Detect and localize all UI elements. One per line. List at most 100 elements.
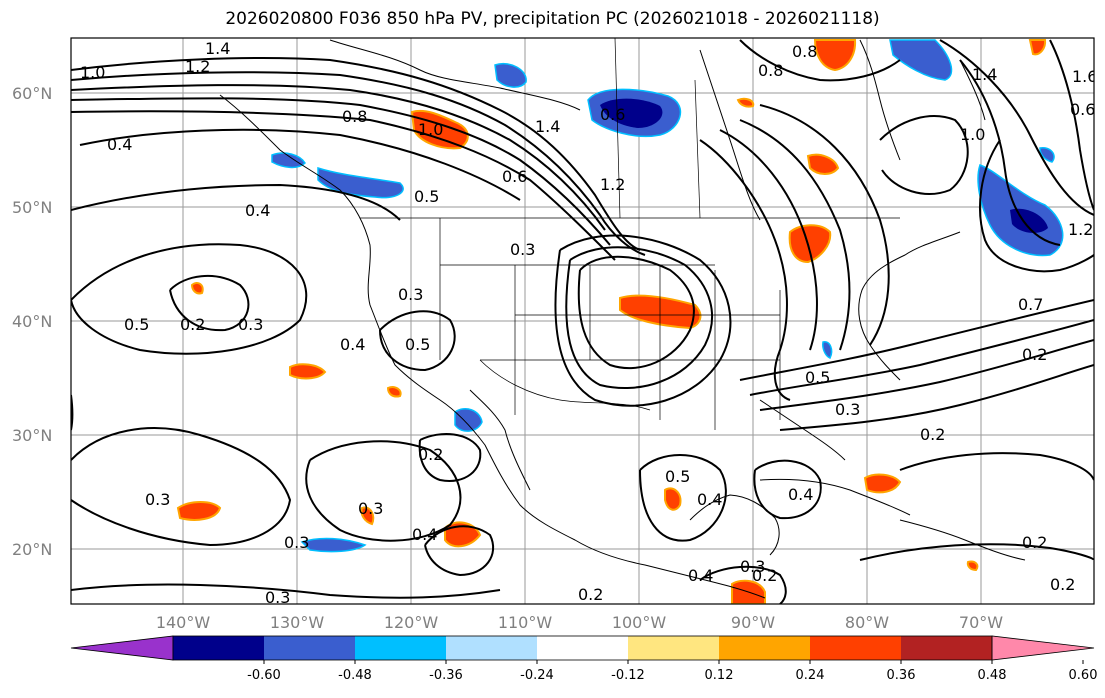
lon-label-100w: 100°W — [612, 613, 667, 632]
contour-label: 0.3 — [398, 285, 423, 304]
contour-label: 0.3 — [145, 490, 170, 509]
political-borders — [360, 38, 900, 430]
contour-label: 0.6 — [502, 167, 527, 186]
contour-label: 0.5 — [124, 315, 149, 334]
lon-label-80w: 80°W — [845, 613, 889, 632]
lon-label-140w: 140°W — [156, 613, 211, 632]
colorbar-tick-label: -0.24 — [520, 668, 554, 683]
contour-label: 0.2 — [578, 585, 603, 604]
precip-positive-area — [863, 473, 902, 494]
contour-label: 0.2 — [1022, 533, 1047, 552]
contour-label: 0.3 — [510, 240, 535, 259]
contour-label: 0.5 — [405, 335, 430, 354]
lon-label-130w: 130°W — [270, 613, 325, 632]
precip-positive-area — [289, 363, 327, 380]
colorbar-segment — [173, 636, 264, 660]
contour-label: 1.4 — [205, 39, 230, 58]
colorbar-segment — [446, 636, 537, 660]
lon-label-120w: 120°W — [384, 613, 439, 632]
coastlines — [219, 39, 1026, 599]
colorbar-tick-label: 0.36 — [887, 668, 916, 683]
precip-positive-area — [190, 282, 204, 295]
precip-negative-area — [889, 39, 953, 81]
contour-label: 0.8 — [342, 107, 367, 126]
colorbar-tick-labels: -0.60 -0.48 -0.36 -0.24 -0.12 0.12 0.24 0.36 0.4… — [247, 660, 1097, 683]
contour-label: 1.0 — [960, 125, 985, 144]
contour-label: 0.3 — [835, 400, 860, 419]
colorbar-tick-label: 0.12 — [705, 668, 734, 683]
lat-label-60n: 60°N — [12, 84, 52, 103]
contour-label: 1.2 — [1068, 220, 1093, 239]
colorbar-segment — [719, 636, 810, 660]
colorbar-tick-label: 0.60 — [1069, 668, 1098, 683]
precip-positive-area — [360, 506, 375, 526]
colorbar-segment — [991, 635, 1095, 661]
colorbar-tick-label: 0.48 — [978, 668, 1007, 683]
precip-negative-area — [822, 341, 833, 359]
lat-label-50n: 50°N — [12, 198, 52, 217]
contour-label: 0.3 — [284, 533, 309, 552]
contour-label: 1.4 — [972, 65, 997, 84]
colorbar-segment — [70, 635, 174, 661]
contour-label: 0.5 — [414, 187, 439, 206]
contour-label: 0.3 — [358, 499, 383, 518]
contour-label: 0.2 — [418, 445, 443, 464]
contour-label: 0.4 — [788, 485, 813, 504]
contour-label: 0.5 — [805, 368, 830, 387]
contour-label: 0.4 — [245, 201, 270, 220]
precip-negative-area — [300, 537, 367, 553]
precip-negative-area — [494, 63, 527, 88]
lon-label-110w: 110°W — [498, 613, 553, 632]
contour-label: 1.2 — [185, 57, 210, 76]
colorbar — [70, 635, 1095, 661]
colorbar-tick-label: 0.24 — [796, 668, 825, 683]
precip-positive-area — [176, 501, 222, 521]
precip-positive-area — [386, 386, 402, 398]
precip-positive-area — [813, 39, 857, 72]
lat-label-20n: 20°N — [12, 540, 52, 559]
contour-label: 0.2 — [1050, 575, 1075, 594]
contour-label: 1.6 — [1072, 67, 1097, 86]
contour-label: 0.3 — [265, 588, 290, 607]
lat-label-30n: 30°N — [12, 426, 52, 445]
contour-label: 1.0 — [418, 120, 443, 139]
precip-positive-area — [806, 153, 840, 175]
contour-label: 0.2 — [920, 425, 945, 444]
precip-positive-area — [966, 560, 979, 572]
colorbar-outline — [172, 635, 993, 661]
precip-positive-area — [788, 224, 832, 264]
contour-label: 0.2 — [180, 315, 205, 334]
contour-label: 0.4 — [412, 525, 437, 544]
lat-label-40n: 40°N — [12, 312, 52, 331]
contour-label: 0.6 — [1070, 100, 1095, 119]
contour-labels: 1.0 1.2 1.4 0.4 0.8 1.4 1.0 0.6 0.4 0.5 … — [80, 39, 1097, 607]
colorbar-tick-label: -0.60 — [247, 668, 281, 683]
contour-label: 0.8 — [758, 61, 783, 80]
contour-label: 0.6 — [600, 105, 625, 124]
colorbar-segment — [810, 636, 901, 660]
precip-negative-area — [454, 408, 483, 432]
contour-label: 0.4 — [688, 566, 713, 585]
precip-negative-core — [600, 98, 663, 128]
contour-label: 1.0 — [80, 63, 105, 82]
precip-positive-area — [664, 487, 682, 511]
contour-label: 0.8 — [792, 42, 817, 61]
latitude-labels: 60°N 50°N 40°N 30°N 20°N — [12, 84, 52, 559]
contour-label: 0.3 — [740, 557, 765, 576]
colorbar-segment — [264, 636, 355, 660]
longitude-labels: 140°W 130°W 120°W 110°W 100°W 90°W 80°W … — [156, 613, 1003, 632]
colorbar-segment — [537, 636, 628, 660]
pv-contours — [71, 39, 1094, 604]
precipitation-shading — [176, 39, 1064, 604]
contour-label: 0.2 — [1022, 345, 1047, 364]
precip-positive-area — [1028, 39, 1047, 56]
contour-label: 0.3 — [238, 315, 263, 334]
precip-positive-area — [444, 521, 482, 548]
colorbar-segment — [355, 636, 446, 660]
contour-label: 0.4 — [107, 135, 132, 154]
lon-label-90w: 90°W — [731, 613, 775, 632]
map-frame — [70, 37, 1095, 605]
contour-label: 1.4 — [535, 117, 560, 136]
map-title: 2026020800 F036 850 hPa PV, precipitatio… — [225, 9, 880, 29]
